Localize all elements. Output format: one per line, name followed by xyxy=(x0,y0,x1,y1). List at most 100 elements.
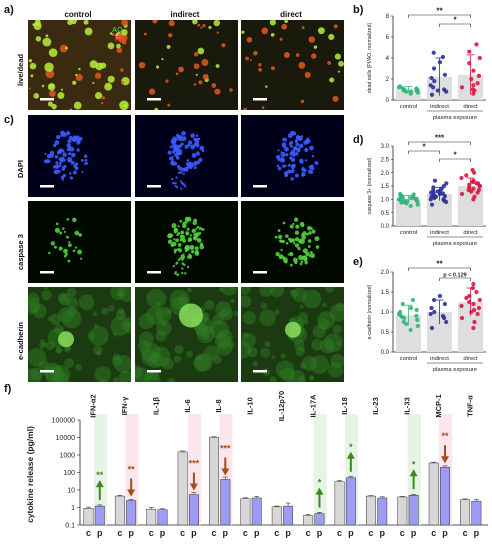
scale-bar xyxy=(147,370,161,373)
data-point-indirect xyxy=(444,319,449,325)
highlight-IFN-γ xyxy=(125,414,139,525)
row-label-dapi: DAPI xyxy=(16,160,25,178)
y-tick-label: 1.5 xyxy=(381,290,390,296)
data-point-control xyxy=(411,192,416,197)
bar-plasma-IL-23 xyxy=(377,497,388,526)
y-tick-label: 4 xyxy=(386,56,390,62)
cytokine-label-IL-17A: IL-17A xyxy=(308,394,317,418)
data-point-direct xyxy=(471,281,476,287)
micrograph-ecad-indirect xyxy=(135,287,238,382)
data-point-direct xyxy=(470,167,475,173)
chart-f-cytokine-release: 0.1 1 10 100 1000 10000 100000 cytokine release… xyxy=(25,391,488,538)
significance-bracket xyxy=(439,158,471,162)
x-tick-label-control: control xyxy=(400,104,417,110)
y-tick-label: 0 xyxy=(386,98,390,104)
panel-label-c: c) xyxy=(4,114,14,126)
y-tick-label: 10000 xyxy=(56,435,76,442)
data-point-direct xyxy=(471,186,476,191)
data-point-indirect xyxy=(431,85,436,90)
panel-label-b: b) xyxy=(353,4,364,16)
y-tick-label: 2.0 xyxy=(381,270,390,276)
x-tick-label-direct: direct xyxy=(463,230,478,236)
data-point-indirect xyxy=(442,87,447,92)
data-point-indirect xyxy=(428,311,433,317)
y-axis-label: caspase 3+ (normalized) xyxy=(367,157,373,214)
data-point-indirect xyxy=(429,305,434,311)
y-tick-label: 0.1 xyxy=(65,523,75,530)
data-point-direct xyxy=(475,311,480,317)
y-axis-label: cytokine release (pg/ml) xyxy=(25,426,35,523)
bar-plasma-IL-8 xyxy=(220,479,231,526)
group-label: plasma exposure xyxy=(433,367,477,373)
y-tick-label: 0.0 xyxy=(381,350,390,356)
data-point-direct xyxy=(467,182,472,187)
cytokine-label-IL-18: IL-18 xyxy=(340,397,349,415)
cytokine-label-IFN-γ: IFN-γ xyxy=(120,396,129,416)
arrow-head-up xyxy=(315,487,324,495)
arrow-head-down xyxy=(189,483,198,491)
x-tick-label-direct: direct xyxy=(463,356,478,362)
scale-bar xyxy=(40,271,54,274)
group-label: plasma exposure xyxy=(433,115,477,121)
arrow-head-up xyxy=(95,480,104,488)
y-axis-label: e-cadherin (normalized) xyxy=(367,284,373,339)
bar-control-IL-1β xyxy=(146,508,157,526)
x-tick-label-control: control xyxy=(400,356,417,362)
significance-label: * xyxy=(453,151,457,160)
significance-label-IL-17A: * xyxy=(318,478,322,488)
legend-pi: PI xyxy=(115,36,122,43)
significance-bracket xyxy=(439,277,471,281)
bar-label-c: c xyxy=(86,528,91,538)
x-tick-label-indirect: indirect xyxy=(430,104,449,110)
chart-d-caspase3: 0.0 0.5 1.0 1.5 2.0 2.5 3.0 caspase 3+ (normali… xyxy=(367,134,486,247)
bar-label-p: p xyxy=(191,528,197,538)
bar-label-c: c xyxy=(212,528,217,538)
highlight-IL-17A xyxy=(313,414,327,525)
data-point-control xyxy=(414,88,419,93)
significance-label: ** xyxy=(436,7,443,16)
significance-label-MCP-1: ** xyxy=(441,431,449,441)
data-point-direct xyxy=(466,187,471,193)
data-point-control xyxy=(398,309,403,315)
y-tick-label: 1.0 xyxy=(381,310,390,316)
data-point-indirect xyxy=(429,325,435,331)
bar-plasma-IL-17A xyxy=(314,513,325,526)
bar-label-c: c xyxy=(368,528,373,538)
scale-bar xyxy=(147,185,161,188)
scale-bar xyxy=(40,98,54,101)
x-tick-label-indirect: indirect xyxy=(430,356,449,362)
data-point-direct xyxy=(471,91,476,96)
chart-e-e-cadherin: 0.0 0.5 1.0 1.5 2.0 e-cadherin (normalized) co… xyxy=(367,260,486,373)
data-point-indirect xyxy=(437,293,443,299)
bar-label-c: c xyxy=(463,528,468,538)
data-point-control xyxy=(410,297,416,303)
micrograph-dapi-direct xyxy=(241,115,344,197)
bar-label-p: p xyxy=(442,528,448,538)
scale-bar xyxy=(147,271,161,274)
data-point-direct xyxy=(459,175,464,181)
data-point-direct xyxy=(467,61,472,66)
arrow-head-up xyxy=(409,469,418,477)
data-point-control xyxy=(408,89,414,94)
data-point-indirect xyxy=(432,79,437,84)
data-point-control xyxy=(398,191,403,197)
micrograph-ecad-direct xyxy=(241,287,344,382)
arrow-head-down xyxy=(441,456,450,464)
data-point-direct xyxy=(459,315,465,321)
significance-bracket xyxy=(439,23,471,27)
significance-label-IL-6: *** xyxy=(189,459,200,469)
significance-bracket xyxy=(408,150,440,154)
y-tick-label: 3.0 xyxy=(381,144,390,150)
micrograph-dapi-control xyxy=(28,115,131,197)
x-tick-label-direct: direct xyxy=(463,104,478,110)
data-point-control xyxy=(400,301,405,307)
bar-label-c: c xyxy=(431,528,436,538)
bar-control-IL-17A xyxy=(303,515,314,526)
data-point-indirect xyxy=(432,309,437,315)
data-point-direct xyxy=(459,191,465,197)
data-point-indirect xyxy=(442,301,448,307)
data-point-direct xyxy=(467,293,472,299)
cytokine-label-TNF-α: TNF-α xyxy=(465,395,474,417)
data-point-direct xyxy=(474,42,479,47)
panel-label-d: d) xyxy=(353,134,364,146)
